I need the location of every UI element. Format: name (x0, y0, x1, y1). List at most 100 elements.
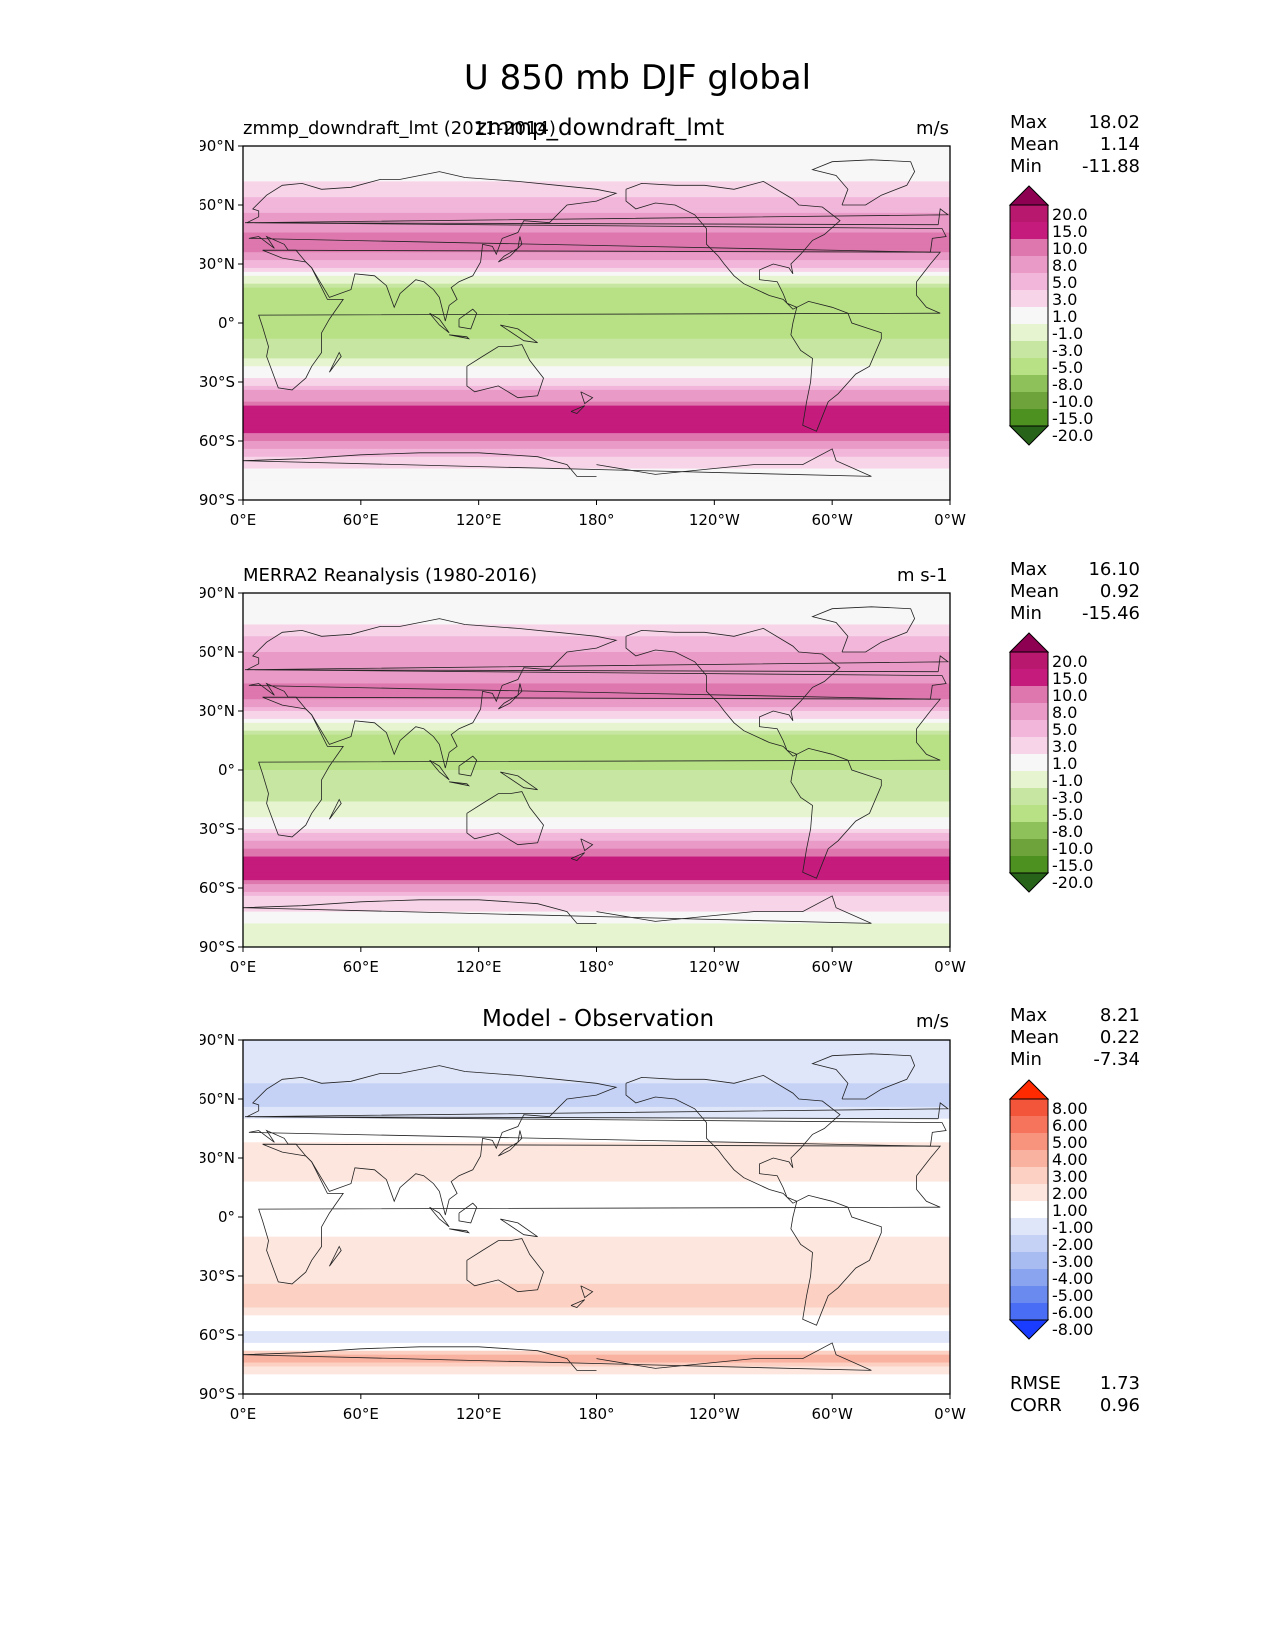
colorbar-cell (1010, 737, 1048, 755)
coastline (458, 755, 478, 777)
field-band (243, 1142, 950, 1147)
field-band (243, 441, 950, 446)
field-band (243, 1161, 950, 1167)
colorbar-tick-label: 3.00 (1052, 1167, 1088, 1186)
panel-title: zmmp_downdraft_lmt (475, 115, 725, 141)
colorbar-tick-label: -8.0 (1052, 822, 1084, 841)
x-tick-label: 60°E (343, 511, 379, 529)
x-tick-label: 180° (578, 1405, 614, 1423)
field-band (243, 888, 950, 893)
coastline (625, 180, 841, 310)
y-tick-label: 60°S (200, 1326, 235, 1344)
field-band (243, 1264, 950, 1269)
colorbar-tick-label: 20.0 (1052, 205, 1088, 224)
coastlines (243, 1053, 950, 1371)
coastline (466, 1238, 544, 1293)
field-band (243, 636, 950, 641)
coastline (570, 852, 585, 861)
coastlines (243, 159, 950, 477)
coastline (258, 1143, 942, 1285)
field-band (243, 770, 950, 775)
y-tick-label: 30°S (200, 373, 235, 391)
field-band (243, 1378, 950, 1383)
colorbar-extend-bottom (1008, 425, 1050, 446)
coastline (580, 1285, 594, 1299)
colorbar-tick-label: -15.0 (1052, 856, 1094, 875)
field-band (243, 793, 950, 799)
y-tick-label: 90°N (200, 137, 235, 155)
coastline (246, 171, 947, 322)
x-tick-label: 0°E (230, 511, 257, 529)
field-band (243, 742, 950, 747)
field-band (243, 722, 950, 728)
field-band (243, 208, 950, 214)
field-band (243, 640, 950, 645)
colorbar-tick-label: -8.0 (1052, 375, 1084, 394)
field-band (243, 393, 950, 399)
y-tick-label: 90°N (200, 1031, 235, 1049)
field-band (243, 707, 950, 712)
coastline (246, 1065, 947, 1216)
field-band (243, 197, 950, 202)
field-band (243, 1236, 950, 1242)
field-band (243, 307, 950, 312)
field-band (243, 1059, 950, 1065)
colorbar-cell (1010, 720, 1048, 738)
colorbar-tick-label: -20.0 (1052, 873, 1094, 892)
field-band (243, 157, 950, 163)
field-band (243, 1248, 950, 1253)
field-band (243, 405, 950, 411)
panel-units: m/s (916, 118, 949, 139)
colorbar-labels: 8.00 6.00 5.00 4.00 3.00 2.00 1.00 -1.00 -2.00 -3… (1052, 1101, 1093, 1339)
field-band (243, 718, 950, 724)
field-band (243, 1158, 950, 1163)
colorbar-cell (1010, 1218, 1048, 1236)
x-tick-label: 60°E (343, 958, 379, 976)
colorbar-extend-bottom (1008, 1319, 1050, 1340)
field-band (243, 895, 950, 901)
coastline (458, 308, 478, 330)
field-band (243, 1165, 950, 1171)
field-band (243, 899, 950, 905)
field-band (243, 1260, 950, 1265)
field-band (243, 299, 950, 304)
field-band (243, 1323, 950, 1328)
field-band (243, 801, 950, 806)
field-band (243, 1102, 950, 1108)
field-band (243, 1185, 950, 1191)
colorbar-tick-label: -5.0 (1052, 358, 1084, 377)
field-band (243, 1079, 950, 1084)
field-band (243, 1382, 950, 1387)
panel-subtitle: MERRA2 Reanalysis (1980-2016) (243, 565, 538, 586)
field-band (243, 177, 950, 182)
y-tick-label: 30°N (200, 702, 235, 720)
field-band (243, 939, 950, 944)
field-band (243, 295, 950, 300)
field-band (243, 596, 950, 602)
colorbar-cell (1010, 1235, 1048, 1253)
field-band (243, 1220, 950, 1226)
coastline (498, 236, 523, 263)
colorbar-tick-label: -5.00 (1052, 1286, 1094, 1305)
colorbar-tick-label: 8.0 (1052, 703, 1078, 722)
field-band (243, 608, 950, 614)
y-tick-label: 90°S (200, 491, 235, 509)
y-tick-label: 30°N (200, 255, 235, 273)
colorbar-tick-label: -10.0 (1052, 392, 1094, 411)
colorbar-cell (1010, 686, 1048, 704)
colorbar-labels: 20.0 15.0 10.0 8.0 5.0 3.0 1.0 -1.0 -3.0 -5.0 -8.0… (1052, 654, 1093, 892)
field-band (243, 283, 950, 289)
field-band (243, 750, 950, 755)
field-band (243, 354, 950, 359)
colorbar-tick-label: 3.0 (1052, 737, 1078, 756)
y-tick-label: 60°N (200, 1090, 235, 1108)
field-band (243, 848, 950, 854)
field-band (243, 762, 950, 767)
colorbar-labels: 20.0 15.0 10.0 8.0 5.0 3.0 1.0 -1.0 -3.0 -5.0 -8.0… (1052, 207, 1093, 445)
field-band (243, 923, 950, 928)
field-band (243, 1051, 950, 1057)
field-band (243, 248, 950, 253)
colorbar-tick-label: -2.00 (1052, 1235, 1094, 1254)
coastline (429, 312, 450, 334)
field-band (243, 496, 950, 500)
